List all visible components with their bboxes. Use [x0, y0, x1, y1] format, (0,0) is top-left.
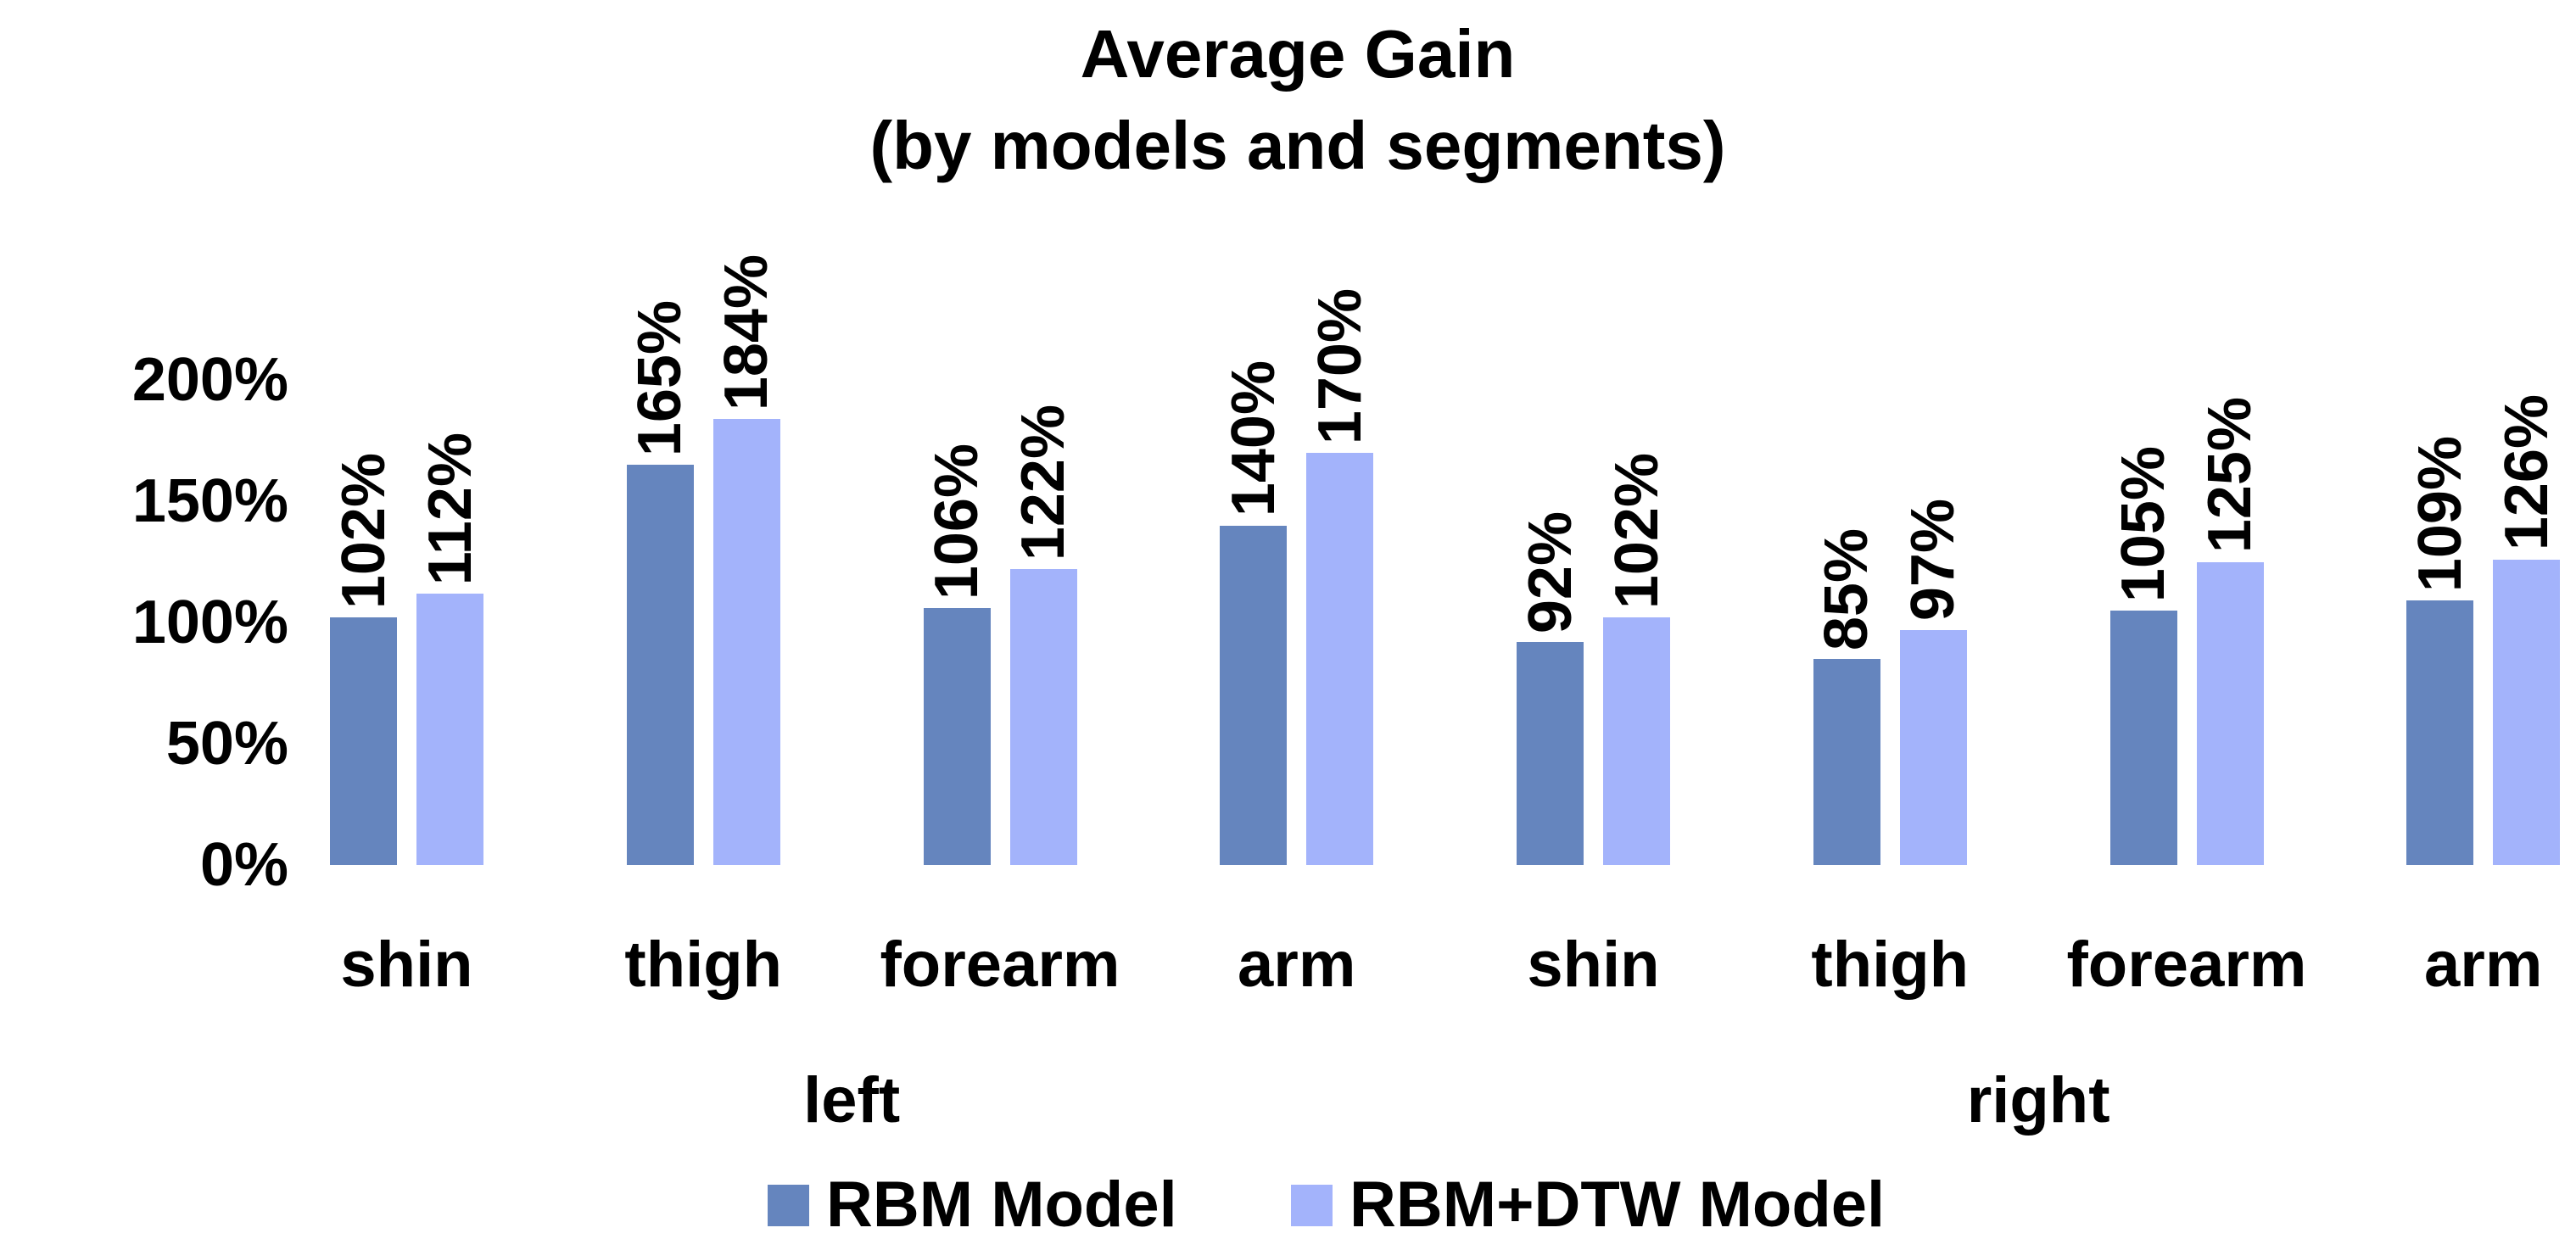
bar-value-label: 184% [712, 254, 781, 410]
bar-rbm-model [1220, 525, 1288, 865]
bar-value-label: 126% [2492, 394, 2561, 551]
chart-subtitle: (by models and segments) [869, 108, 1726, 183]
legend-label: RBM Model [826, 1169, 1177, 1241]
bar-value-label: 112% [416, 432, 484, 585]
legend-item: RBM Model [768, 1169, 1177, 1241]
bar-rbm-model [1517, 641, 1584, 865]
legend-swatch [1291, 1184, 1333, 1226]
bar-value-label: 97% [1899, 499, 1968, 622]
category-label: thigh [1811, 929, 1970, 1001]
bar-rbm-model [923, 607, 991, 865]
bar-value-label: 125% [2196, 397, 2264, 554]
legend-item: RBM+DTW Model [1291, 1169, 1886, 1241]
bar-rbm-dtw-model [1306, 452, 1374, 865]
category-label: shin [1527, 929, 1660, 1001]
legend-swatch [768, 1184, 809, 1226]
category-label: forearm [880, 929, 1120, 1001]
bar-value-label: 106% [923, 443, 991, 600]
axis-group-label: right [1966, 1064, 2110, 1136]
bar-rbm-dtw-model [712, 418, 780, 865]
bar-rbm-dtw-model [2493, 559, 2561, 865]
axis-group-label: left [803, 1064, 901, 1136]
y-axis-tick-label: 0% [199, 831, 288, 899]
chart-title-block: Average Gain (by models and segments) [0, 8, 2576, 192]
bar-value-label: 122% [1009, 404, 1077, 561]
bar-value-label: 105% [2109, 445, 2177, 602]
bar-rbm-model [2406, 600, 2474, 865]
y-axis-tick-label: 200% [131, 346, 288, 414]
chart-title: Average Gain [1080, 16, 1516, 92]
bar-value-label: 102% [329, 453, 398, 610]
bar-value-label: 170% [1305, 287, 1374, 444]
category-label: arm [1238, 929, 1356, 1001]
bar-value-label: 102% [1602, 453, 1671, 610]
bar-rbm-dtw-model [1009, 569, 1077, 865]
bar-value-label: 165% [626, 299, 695, 457]
bar-rbm-dtw-model [416, 593, 483, 865]
category-label: thigh [624, 929, 783, 1001]
bar-rbm-model [2109, 610, 2177, 865]
bar-rbm-model [1813, 658, 1880, 865]
category-label: shin [340, 929, 473, 1001]
category-label: arm [2424, 929, 2543, 1001]
bar-rbm-model [626, 465, 694, 865]
bar-rbm-dtw-model [2196, 561, 2264, 865]
y-axis-tick-label: 100% [131, 589, 288, 656]
bar-value-label: 85% [1813, 527, 1881, 650]
bar-value-label: 92% [1516, 511, 1584, 633]
bar-rbm-dtw-model [1603, 617, 1670, 865]
bar-rbm-model [330, 617, 397, 865]
bar-rbm-dtw-model [1899, 629, 1967, 865]
bar-value-label: 140% [1219, 360, 1288, 517]
bar-value-label: 109% [2406, 436, 2474, 593]
legend-label: RBM+DTW Model [1349, 1169, 1886, 1241]
y-axis-tick-label: 50% [165, 710, 288, 778]
y-axis-tick-label: 150% [131, 467, 288, 535]
category-label: forearm [2066, 929, 2307, 1001]
